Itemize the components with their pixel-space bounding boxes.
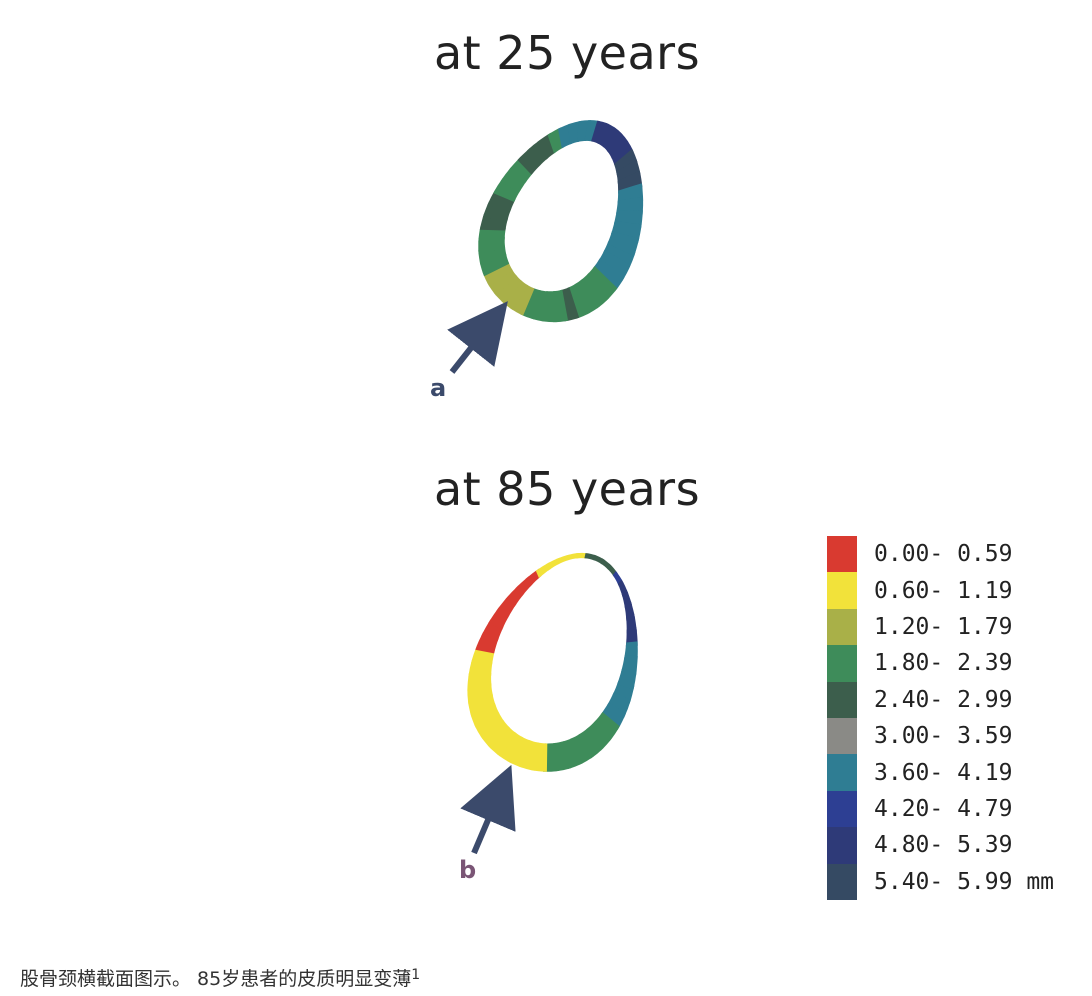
cortex-segment [598, 249, 631, 281]
thickness-legend: 0.00- 0.59 0.60- 1.19 1.20- 1.79 1.80- 2.39… [827, 536, 1089, 900]
legend-swatch [827, 863, 857, 900]
cortex-segment [614, 148, 638, 175]
cortex-segment [487, 189, 516, 212]
cortex-segment [574, 278, 600, 315]
legend-label: 5.40- 5.99 mm [874, 868, 1055, 895]
caption-text: 股骨颈横截面图示。 85岁患者的皮质明显变薄 [20, 968, 412, 990]
cortex-segment [600, 702, 626, 730]
cortex-segment [500, 167, 527, 193]
legend-label: 0.00- 0.59 [874, 541, 1013, 568]
cortex-segment [493, 274, 523, 304]
cortex-segment [493, 178, 521, 202]
legend-item: 5.40- 5.99 mm [827, 863, 1089, 900]
cortex-segment [607, 132, 629, 160]
cortex-segment [602, 126, 623, 153]
cortex-segment [487, 268, 518, 296]
arrow-b [460, 764, 516, 855]
cortex-segment [570, 733, 594, 765]
cortex-segment [587, 266, 618, 301]
legend-item: 4.20- 4.79 [827, 790, 1089, 828]
legend-label: 1.80- 2.39 [874, 650, 1013, 677]
legend-item: 1.20- 1.79 [827, 608, 1089, 646]
cortex-segment [507, 736, 532, 768]
legend-swatch [827, 790, 857, 828]
legend-label: 0.60- 1.19 [874, 577, 1013, 604]
cortex-segment [606, 691, 631, 718]
title-85-years: at 85 years [433, 462, 701, 516]
cortex-segment [501, 280, 529, 311]
legend-swatch [827, 827, 857, 864]
label-b: b [459, 856, 477, 884]
cross-section-25-years [478, 120, 644, 323]
legend-swatch [827, 608, 857, 646]
cross-section-85-years [467, 552, 638, 772]
cortex-segment [603, 240, 636, 269]
legend-item: 2.40- 2.99 [827, 681, 1089, 718]
cortex-segment [482, 261, 513, 287]
cortex-segment [558, 123, 572, 149]
cortex-segment [625, 627, 638, 647]
legend-label: 3.00- 3.59 [874, 723, 1013, 750]
cortex-segment [616, 196, 644, 215]
caption-footnote: 1 [411, 967, 421, 983]
legend-swatch [827, 717, 857, 755]
cortex-segment [607, 231, 640, 257]
cortex-segment [611, 139, 634, 167]
cortex-segment [592, 258, 625, 292]
cortex-segment [520, 287, 542, 320]
cortex-segment [510, 284, 535, 316]
cortex-segment [617, 668, 637, 691]
legend-label: 2.40- 2.99 [874, 686, 1013, 713]
legend-label: 4.20- 4.79 [874, 795, 1013, 822]
cortex-segment [578, 727, 604, 759]
legend-item: 3.60- 4.19 [827, 754, 1089, 791]
cortex-segment [546, 557, 561, 571]
cortex-segment [479, 253, 510, 277]
cortex-segment [556, 554, 570, 565]
legend-label: 1.20- 1.79 [874, 613, 1013, 640]
legend-item: 1.80- 2.39 [827, 645, 1089, 682]
label-a: a [430, 374, 447, 402]
cortex-segment [470, 703, 500, 729]
legend-swatch [827, 572, 857, 609]
legend-label: 4.80- 5.39 [874, 832, 1013, 859]
cortex-segment [591, 120, 609, 144]
legend-item: 0.00- 0.59 [827, 536, 1089, 573]
figure-caption: 股骨颈横截面图示。 85岁患者的皮质明显变薄1 [20, 964, 420, 991]
legend-swatch [827, 754, 857, 791]
cortex-segment [597, 122, 616, 148]
legend-item: 0.60- 1.19 [827, 572, 1089, 609]
legend-swatch [827, 645, 857, 682]
cortex-segment [616, 159, 641, 184]
cortex-segment [553, 289, 569, 323]
cortex-segment [567, 283, 590, 319]
cortex-segment [487, 726, 517, 757]
cortex-segment [474, 711, 505, 739]
cortex-segment [593, 712, 620, 742]
legend-swatch [827, 681, 857, 718]
arrow-a [447, 301, 508, 374]
cortex-segment [467, 672, 492, 691]
legend-item: 4.80- 5.39 [827, 827, 1089, 864]
cortex-segment [497, 731, 524, 763]
cortex-segment [586, 720, 613, 751]
legend-swatch [827, 536, 857, 573]
cortex-segment [517, 147, 541, 175]
cortex-segment [480, 719, 511, 749]
cortex-segment [580, 272, 610, 309]
legend-label: 3.60- 4.19 [874, 759, 1013, 786]
cortex-segment [566, 553, 580, 561]
legend-item: 3.00- 3.59 [827, 717, 1089, 755]
title-25-years: at 25 years [433, 26, 701, 80]
cortex-segment [508, 157, 534, 184]
